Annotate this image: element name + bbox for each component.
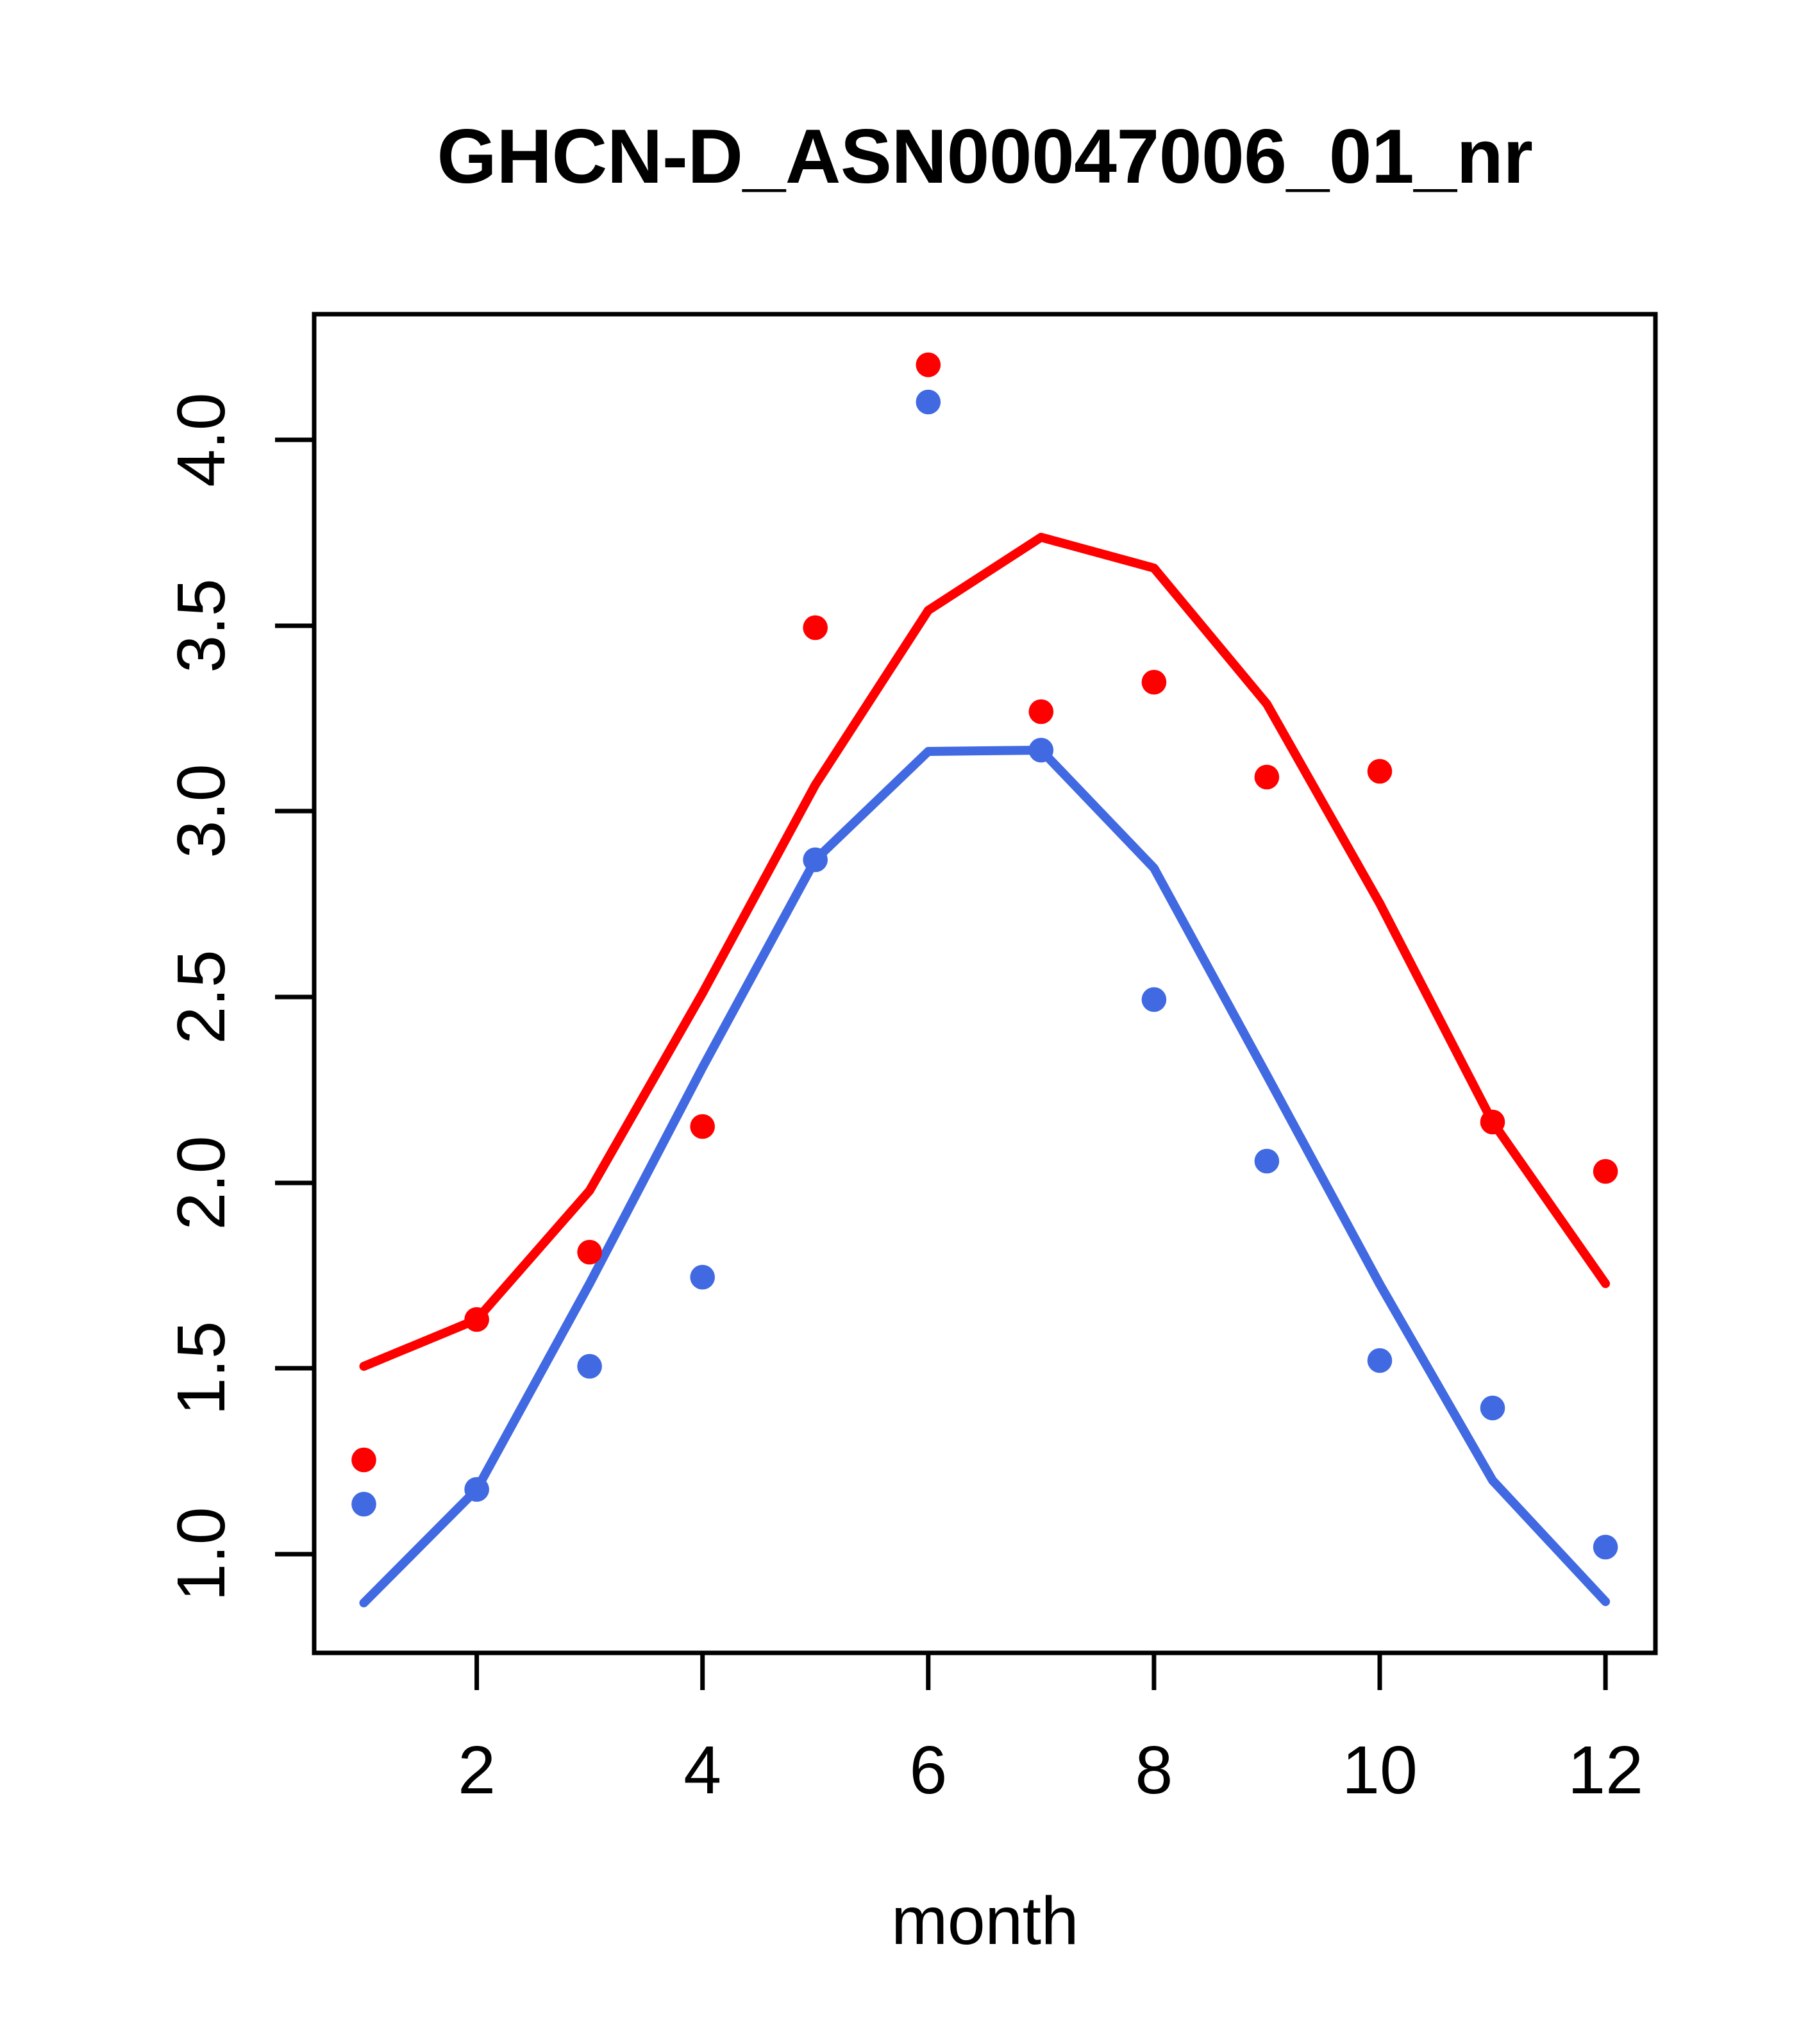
- svg-text:12: 12: [1568, 1732, 1643, 1808]
- svg-text:3.0: 3.0: [163, 764, 239, 858]
- svg-text:1.5: 1.5: [163, 1321, 239, 1415]
- svg-text:2.0: 2.0: [163, 1135, 239, 1230]
- svg-text:4.0: 4.0: [163, 392, 239, 487]
- svg-text:2: 2: [458, 1732, 496, 1808]
- svg-text:10: 10: [1342, 1732, 1418, 1808]
- svg-text:month: month: [891, 1883, 1078, 1959]
- svg-text:GHCN-D_ASN00047006_01_nr: GHCN-D_ASN00047006_01_nr: [437, 113, 1533, 199]
- svg-text:3.5: 3.5: [163, 578, 239, 673]
- svg-text:8: 8: [1135, 1732, 1173, 1808]
- svg-text:4: 4: [683, 1732, 721, 1808]
- svg-text:6: 6: [909, 1732, 947, 1808]
- svg-text:1.0: 1.0: [163, 1507, 239, 1601]
- svg-text:2.5: 2.5: [163, 950, 239, 1044]
